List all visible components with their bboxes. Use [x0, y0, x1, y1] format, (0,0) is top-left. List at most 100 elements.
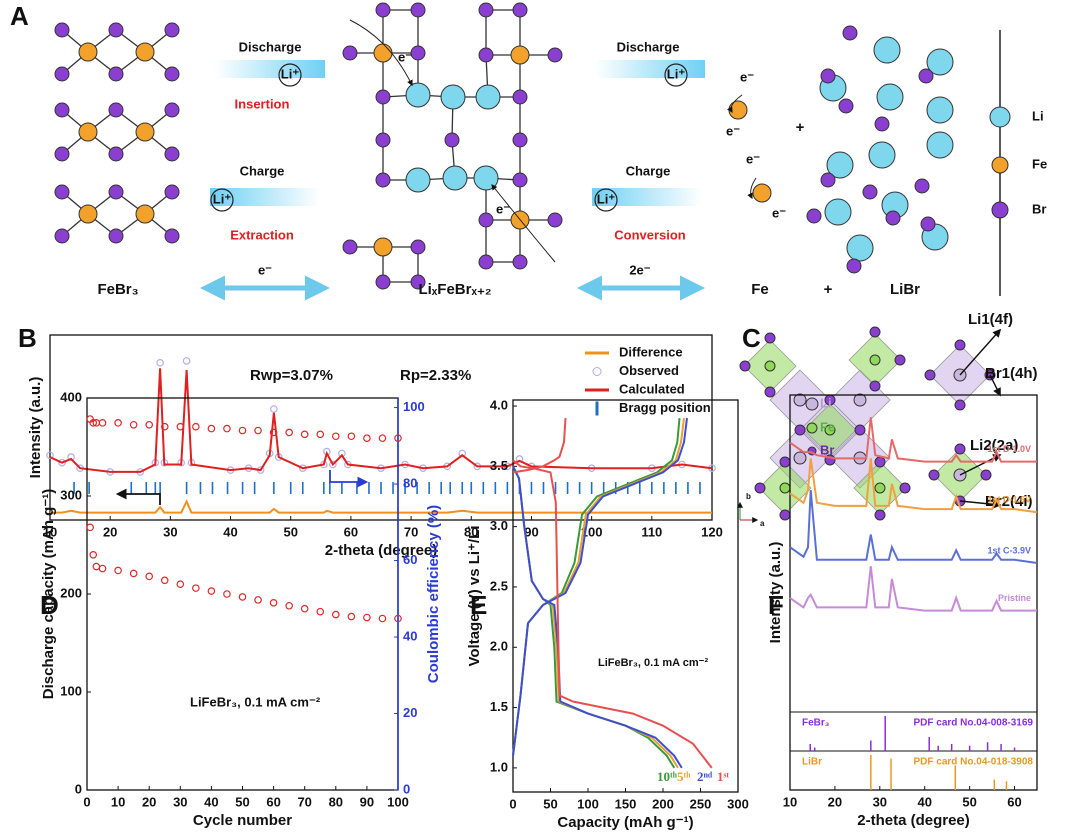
x-tick-label: 50	[962, 794, 976, 809]
atom	[874, 509, 886, 521]
annotation: LiFeBr₃, 0.1 mA cm⁻²	[598, 657, 708, 669]
series-label: 1st D-1.0V	[987, 444, 1031, 454]
plot-frame	[512, 399, 739, 793]
data-point	[285, 601, 293, 610]
x-tick-label: 20	[828, 794, 842, 809]
x-tick-label: 100	[577, 796, 599, 811]
data-point	[145, 420, 154, 429]
y-tick-label: 2.5	[490, 578, 508, 593]
atom	[920, 216, 936, 232]
atom	[842, 25, 858, 41]
data-point	[378, 434, 387, 442]
x-tick-label: 40	[223, 524, 237, 539]
layout	[54, 2, 1011, 523]
atom	[874, 482, 886, 494]
y-axis-label: Intensity (a.u.)	[27, 377, 44, 479]
y-tick-label: 4.0	[490, 397, 508, 412]
legend-label: Difference	[619, 344, 683, 359]
x-tick-label: 90	[360, 794, 374, 809]
x-tick-label: 60	[344, 524, 358, 539]
atom	[869, 380, 881, 392]
x-tick-label: 30	[163, 524, 177, 539]
data-point	[269, 428, 278, 437]
y2-tick-label: 100	[403, 399, 425, 414]
ion-circle	[664, 63, 688, 87]
step-label: Charge	[240, 163, 285, 178]
atom	[846, 234, 874, 262]
y-tick-label: 1.0	[490, 759, 508, 774]
atom	[779, 456, 791, 468]
electron-path	[349, 19, 413, 87]
x-tick-label: 110	[641, 524, 662, 539]
data-point	[223, 590, 231, 598]
x-tick-label: 10	[43, 524, 57, 539]
data-point	[223, 424, 231, 433]
legend-label: Li	[1032, 108, 1044, 123]
x-tick-label: 70	[404, 524, 418, 539]
data-point	[207, 587, 216, 595]
data-point	[329, 460, 337, 469]
atom	[135, 204, 155, 224]
legend-label: Br	[820, 442, 834, 457]
atom	[473, 165, 499, 191]
atom	[869, 326, 881, 338]
process-label: Conversion	[614, 227, 686, 242]
atom	[854, 424, 866, 436]
panel-label: A	[10, 1, 29, 31]
atom	[54, 66, 70, 82]
site-label: Li1(4f)	[968, 311, 1013, 328]
data-point	[363, 434, 371, 442]
x-tick-label: 30	[873, 794, 887, 809]
series-label: Pristine	[998, 593, 1031, 603]
axis-label: a	[760, 519, 765, 528]
reference-name: FeBr₃	[802, 718, 830, 729]
data-point	[89, 550, 98, 559]
series-line	[789, 458, 1038, 514]
pointer-arrow	[329, 470, 369, 488]
electron-label: e⁻	[496, 201, 510, 216]
atom	[108, 184, 124, 200]
atom	[512, 89, 528, 105]
atom	[918, 68, 934, 84]
panel-label: D	[40, 590, 59, 620]
atom	[135, 42, 155, 62]
data-point	[207, 424, 216, 433]
data-point	[515, 455, 524, 463]
li-flow	[595, 60, 705, 78]
atom	[754, 482, 766, 494]
atom	[764, 360, 776, 372]
data-point	[331, 610, 340, 619]
atom	[440, 84, 466, 110]
atom	[826, 151, 854, 179]
atom	[405, 82, 431, 108]
data-point	[58, 458, 66, 467]
x-tick-label: 200	[652, 796, 674, 811]
atom	[899, 482, 911, 494]
y2-tick-label: 60	[403, 552, 417, 567]
atom	[980, 469, 992, 481]
atom	[478, 254, 494, 270]
y-axis-label: Voltage (V) vs Li⁺/Li	[466, 526, 483, 667]
y2-tick-label: 40	[403, 628, 417, 643]
data-point	[114, 419, 122, 427]
atom	[410, 274, 426, 290]
process-label: Insertion	[235, 96, 290, 111]
data-point	[129, 569, 138, 578]
atom	[164, 22, 180, 38]
electron-label: e⁻	[398, 49, 412, 64]
legend-label: Observed	[619, 363, 679, 378]
atom	[764, 386, 776, 398]
x-axis-label: 2-theta (degree)	[325, 542, 438, 559]
atom	[442, 165, 468, 191]
pointer	[959, 328, 1002, 376]
atom	[512, 132, 528, 148]
atom	[78, 42, 98, 62]
x-tick-label: 60	[1007, 794, 1021, 809]
atom	[373, 43, 393, 63]
atom	[926, 48, 954, 76]
data-point	[86, 523, 94, 532]
li-flow	[592, 188, 702, 206]
atom	[824, 198, 852, 226]
y-tick-label: 3.5	[490, 458, 508, 473]
atom	[164, 228, 180, 244]
